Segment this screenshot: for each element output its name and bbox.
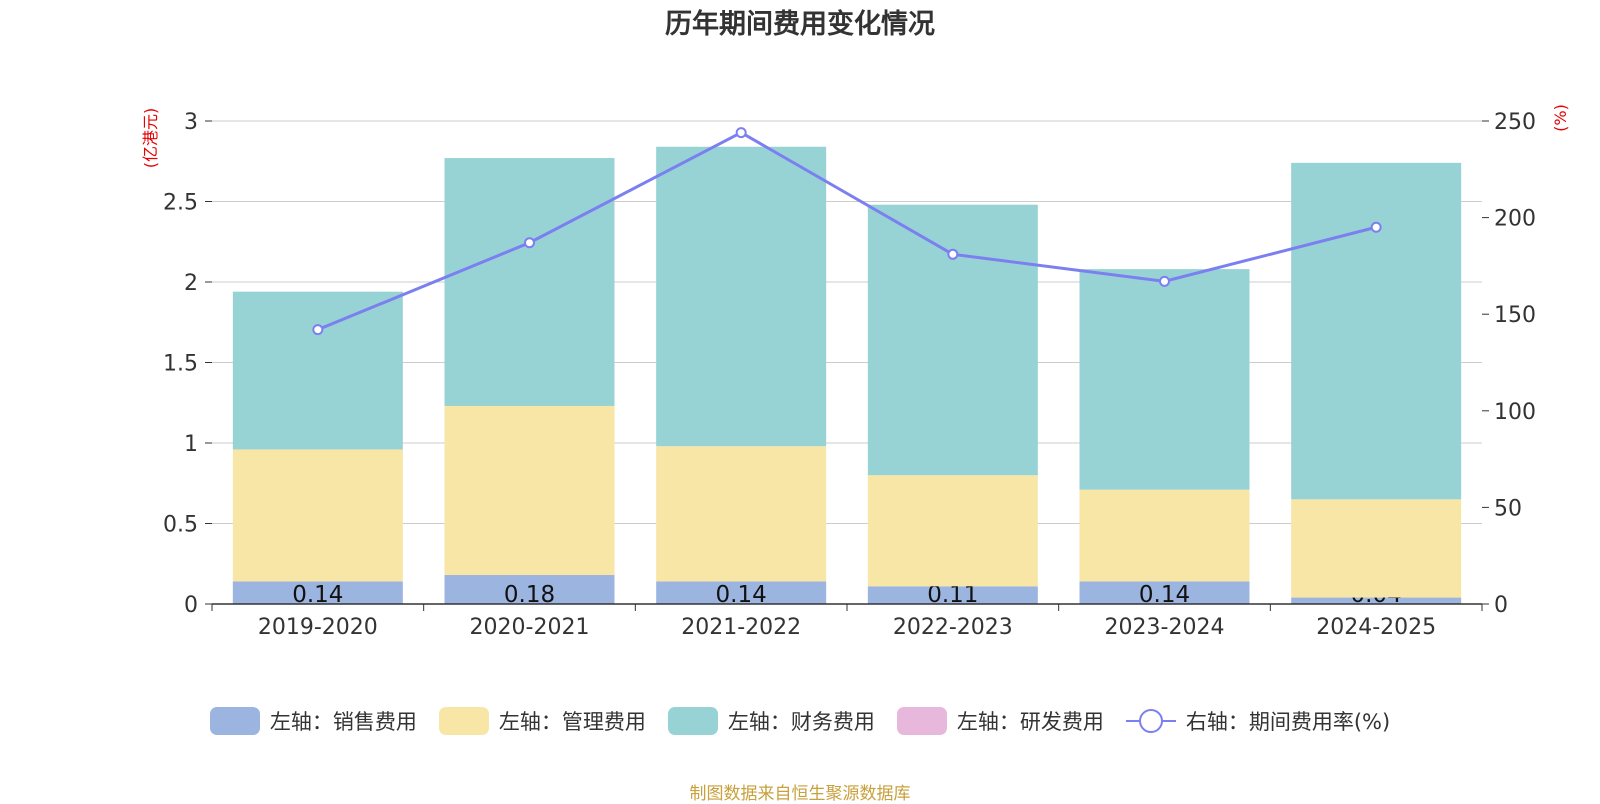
legend-item-admin[interactable]: 左轴：管理费用	[438, 706, 646, 736]
chart: 历年期间费用变化情况 0 0.5 1 1.5 2 2.5 3 0 50 100 150 200 250 (亿…	[141, 8, 1570, 640]
bar-1-5	[1291, 499, 1462, 598]
x-tick-label: 2021-2022	[681, 615, 801, 640]
bar-2-4	[1079, 269, 1250, 490]
legend-swatch-rate	[1125, 709, 1176, 733]
x-tick-label: 2022-2023	[893, 615, 1013, 640]
y-right-tick-label: 100	[1494, 400, 1536, 425]
bar-1-0	[232, 449, 403, 582]
legend-item-rate[interactable]: 右轴：期间费用率(%)	[1125, 706, 1391, 736]
rate-point	[947, 248, 959, 260]
legend-item-rd[interactable]: 左轴：研发费用	[896, 706, 1104, 736]
legend-label-rate: 右轴：期间费用率(%)	[1185, 710, 1391, 734]
bar-2-0	[232, 291, 403, 450]
bar-2-5	[1291, 162, 1462, 500]
legend-item-finance[interactable]: 左轴：财务费用	[667, 706, 875, 736]
bar-2-3	[867, 204, 1038, 476]
legend-label-finance: 左轴：财务费用	[727, 710, 875, 734]
y-right-tick-label: 200	[1494, 207, 1536, 232]
bar-0-5	[1291, 597, 1462, 604]
rate-line	[317, 130, 1377, 332]
bar-0-4	[1079, 581, 1250, 604]
legend-label-sales: 左轴：销售费用	[269, 710, 417, 734]
x-tick-label: 2023-2024	[1105, 615, 1225, 640]
legend-swatch-rd	[896, 707, 947, 735]
rate-point	[735, 127, 747, 139]
y-right-tick-label: 0	[1494, 593, 1508, 618]
legend-item-sales[interactable]: 左轴：销售费用	[209, 706, 417, 736]
bar-1-1	[444, 405, 615, 576]
x-tick-label: 2019-2020	[258, 615, 378, 640]
bar-0-1	[444, 575, 615, 604]
bar-1-2	[656, 446, 827, 582]
y-left-tick-label: 0	[184, 593, 198, 618]
bar-1-3	[867, 475, 1038, 587]
legend-label-rd: 左轴：研发费用	[956, 710, 1104, 734]
rate-point	[1370, 221, 1382, 233]
legend-swatch-finance	[667, 707, 718, 735]
y-left-tick-label: 2	[184, 271, 198, 296]
y-right-tick-label: 50	[1494, 496, 1522, 521]
x-tick-label: 2024-2025	[1316, 615, 1436, 640]
legend-swatch-sales	[209, 707, 260, 735]
x-tick-label: 2020-2021	[470, 615, 590, 640]
legend-swatch-admin	[438, 707, 489, 735]
rate-point	[1159, 275, 1170, 287]
y-left-tick-label: 0.5	[163, 513, 198, 538]
y-right-tick-label: 150	[1494, 303, 1536, 328]
bar-0-0	[232, 581, 403, 604]
chart-title: 历年期间费用变化情况	[665, 8, 935, 40]
y-left-unit: (亿港元)	[141, 108, 160, 169]
data-source-note: 制图数据来自恒生聚源数据库	[689, 784, 911, 804]
bar-0-2	[656, 581, 827, 604]
rate-point	[524, 237, 535, 249]
bar-0-3	[867, 586, 1038, 604]
y-left-tick-label: 3	[184, 110, 198, 135]
y-left-tick-label: 1.5	[163, 352, 198, 377]
rate-point	[312, 324, 324, 336]
bar-2-1	[444, 158, 615, 406]
bar-2-2	[656, 146, 827, 447]
legend: 左轴：销售费用 左轴：管理费用 左轴：财务费用 左轴：研发费用 右轴：期间费用率…	[0, 706, 1600, 736]
y-right-unit: (%)	[1551, 104, 1570, 132]
y-left-tick-label: 2.5	[163, 191, 198, 216]
legend-label-admin: 左轴：管理费用	[498, 710, 646, 734]
bar-1-4	[1079, 489, 1250, 582]
y-left-tick-label: 1	[184, 432, 198, 457]
y-right-tick-label: 250	[1494, 110, 1536, 135]
